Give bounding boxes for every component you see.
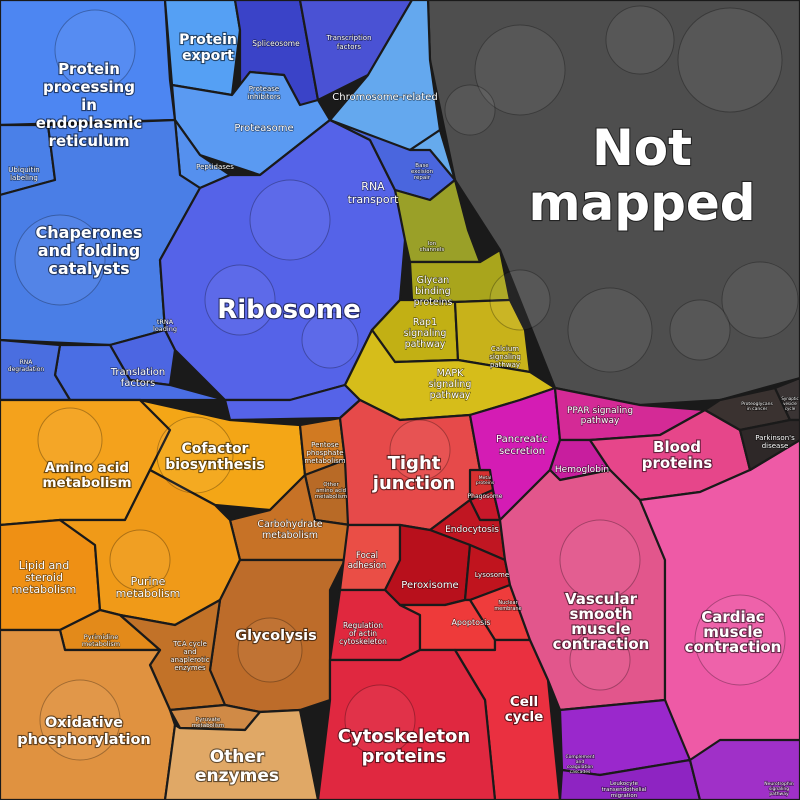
label-blood-proteins: Blood proteins: [642, 438, 713, 472]
label-chromosome-related: Chromosome-related: [332, 92, 437, 103]
label-vascular: Vascular smooth muscle contraction: [553, 590, 650, 653]
label-amino-acid: Amino acid metabolism: [42, 460, 131, 491]
label-proteasome: Proteasome: [234, 123, 293, 134]
region-rna-degradation: [0, 338, 72, 402]
label-pyrimidine: Pyrimidine metabolism: [82, 633, 120, 648]
label-metal-proteins: Metal proteins: [476, 475, 495, 486]
region-neurotrophin: [688, 738, 800, 800]
label-calcium: Calcium signaling pathway: [489, 345, 521, 369]
label-apoptosis: Apoptosis: [451, 618, 490, 627]
label-ppar: PPAR signaling pathway: [567, 406, 633, 426]
label-pyruvate: Pyruvate metabolism: [192, 717, 224, 729]
region-ion-channels: [393, 178, 482, 264]
label-base-excision-repair: Base excision repair: [411, 163, 434, 181]
label-other-enzymes: Other enzymes: [195, 747, 279, 786]
label-carbohydrate: Carbohydrate metabolism: [257, 519, 322, 541]
label-tca: TCA cycle and anaplerotic enzymes: [170, 640, 209, 672]
label-proteoglycans: Proteoglycans in cancer: [741, 401, 773, 412]
label-focal-adhesion: Focal adhesion: [348, 551, 387, 571]
label-ribosome: Ribosome: [217, 295, 360, 325]
label-nuclear-membrane: Nuclear membrane: [494, 600, 521, 612]
label-peroxisome: Peroxisome: [401, 580, 458, 591]
region-cytoskeleton: [316, 648, 497, 800]
label-ubiquitin-labeling: Ubiquitin labeling: [8, 166, 39, 182]
region-parkinsons: [738, 418, 800, 472]
label-mapk: MAPK signaling pathway: [429, 368, 472, 401]
label-pentose: Pentose phosphate metabolism: [304, 441, 345, 465]
label-protease-inhibitors: Protease inhibitors: [248, 85, 281, 101]
label-cell-cycle: Cell cycle: [505, 694, 544, 725]
label-lysosome: Lysosome: [475, 571, 509, 579]
label-pancreatic: Pancreatic secretion: [496, 434, 548, 457]
label-trna-loading: tRNA loading: [153, 318, 177, 333]
label-cofactor: Cofactor biosynthesis: [165, 441, 264, 473]
label-parkinsons: Parkinson's disease: [755, 434, 795, 450]
label-dark-small: Synaptic vesicle cycle: [781, 396, 798, 411]
label-protein-processing: Protein processing in endoplasmic reticulum: [36, 60, 143, 150]
region-calcium: [453, 298, 532, 374]
label-transcription-factors: Transcription factors: [325, 34, 371, 51]
label-endocytosis: Endocytosis: [445, 525, 499, 535]
label-other-amino: Other amino acid metabolism: [315, 482, 347, 500]
label-phagosome: Phagosome: [468, 493, 503, 500]
label-regulation-actin: Regulation of actin cytoskeleton: [339, 621, 387, 646]
label-lipid-steroid: Lipid and steroid metabolism: [12, 559, 77, 596]
label-neurotrophin: Neurotrophin signaling pathway: [764, 781, 794, 797]
label-hemoglobin: Hemoglobin: [555, 465, 609, 475]
label-peptidases: Peptidases: [196, 163, 234, 171]
label-glycan-binding: Glycan binding proteins: [414, 275, 453, 308]
label-oxphos: Oxidative phosphorylation: [17, 715, 151, 748]
region-proteasome: [170, 70, 332, 177]
label-ion-channels: Ion channels: [420, 241, 445, 253]
region-oxphos: [0, 628, 177, 800]
label-translation-factors: Translation factors: [110, 367, 166, 389]
label-glycolysis: Glycolysis: [235, 628, 317, 644]
label-tight-junction: Tight junction: [372, 453, 455, 494]
label-protein-export: Protein export: [179, 32, 237, 64]
region-protein-export: [163, 0, 242, 97]
label-not-mapped: Not mapped: [528, 119, 755, 232]
label-rap1: Rap1 signaling pathway: [404, 317, 447, 350]
label-cytoskeleton: Cytoskeleton proteins: [338, 726, 471, 767]
region-other-enzymes: [163, 708, 320, 800]
label-cardiac: Cardiac muscle contraction: [685, 608, 782, 656]
label-spliceosome: Spliceosome: [252, 39, 300, 48]
label-chaperones: Chaperones and folding catalysts: [36, 223, 143, 278]
label-rna-transport: RNA transport: [348, 180, 400, 206]
region-dark-small: [773, 376, 800, 422]
label-leukocyte: Leukocyte transendothelial migration: [602, 781, 647, 799]
region-cardiac: [638, 438, 800, 800]
label-purine: Purine metabolism: [116, 575, 181, 600]
label-complement: Complement and coagulation cascades: [566, 754, 595, 775]
label-rna-degradation: RNA degradation: [8, 359, 45, 373]
